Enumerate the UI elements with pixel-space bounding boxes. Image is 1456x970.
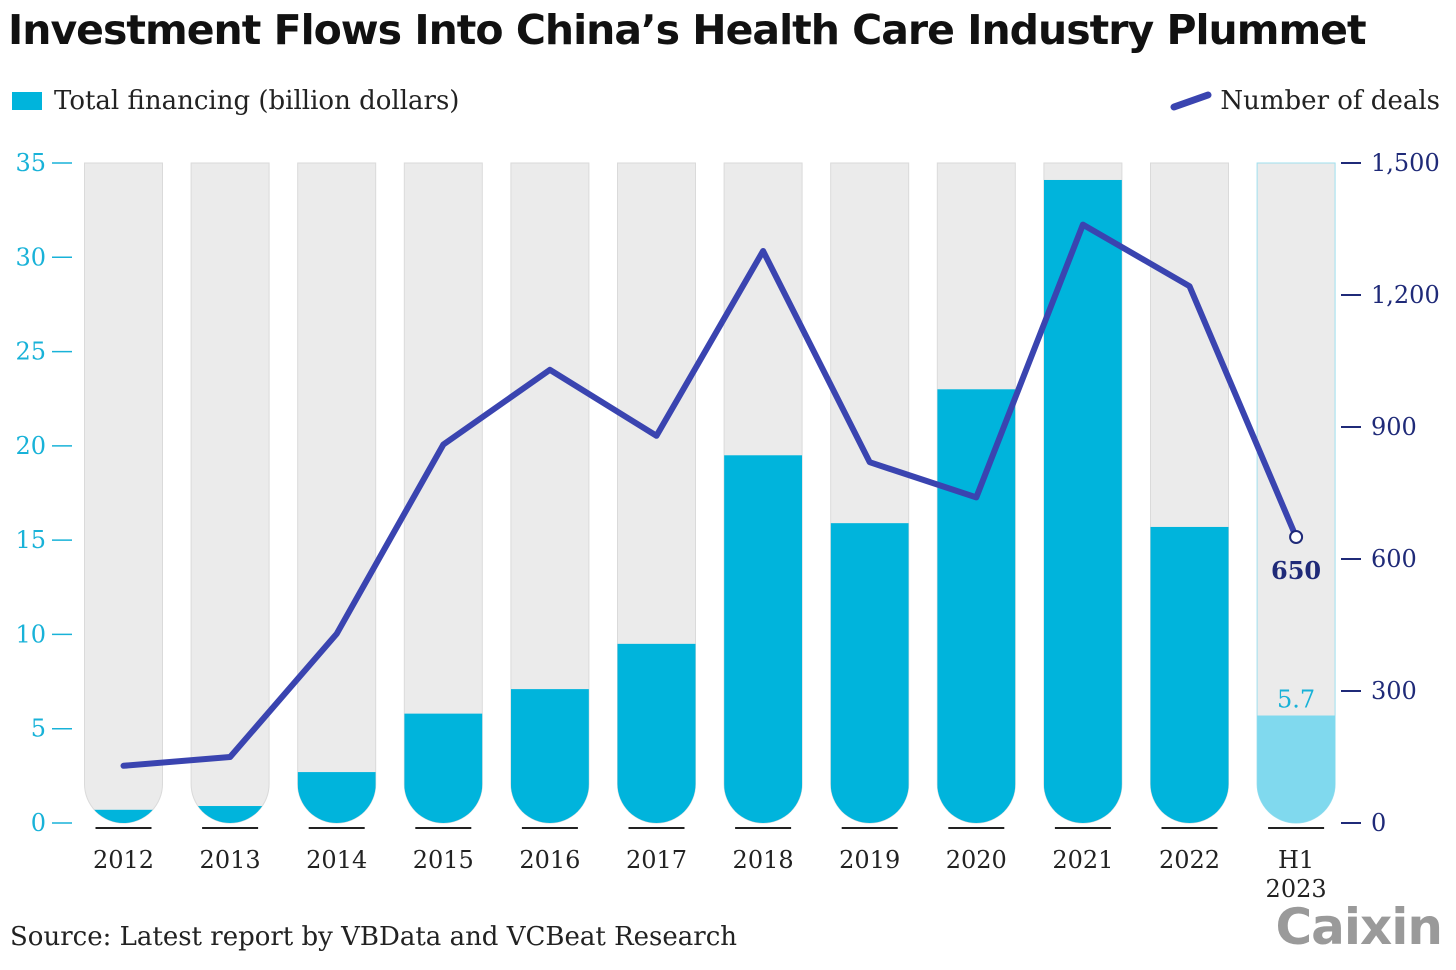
legend-bar-label: Total financing (billion dollars) — [54, 86, 460, 116]
x-tick-label: 2017 — [626, 846, 687, 874]
left-axis-label: 15 — [15, 526, 46, 554]
deals-last-point — [1289, 530, 1304, 544]
x-tick-label: H1 2023 — [1266, 846, 1327, 903]
financing-bar — [510, 689, 589, 823]
financing-bar — [830, 523, 909, 823]
right-axis-label: 1,500 — [1371, 149, 1440, 177]
left-axis-label: 0 — [31, 809, 46, 837]
caixin-logo: Caixin — [1275, 898, 1443, 956]
x-tick-label: 2013 — [200, 846, 261, 874]
left-axis-label: 25 — [15, 338, 46, 366]
x-tick-label: 2020 — [946, 846, 1007, 874]
financing-bar — [617, 643, 696, 823]
legend-line-label: Number of deals — [1220, 86, 1440, 116]
right-axis-label: 0 — [1371, 809, 1386, 837]
financing-bar — [1150, 526, 1229, 823]
financing-bar — [1043, 179, 1122, 823]
x-tick-label: 2019 — [839, 846, 900, 874]
financing-last-label: 5.7 — [1277, 686, 1315, 714]
x-tick-label: 2022 — [1159, 846, 1220, 874]
legend-bar-swatch — [12, 92, 42, 110]
bar-track — [297, 162, 377, 824]
chart-title: Investment Flows Into China’s Health Car… — [8, 6, 1367, 54]
bar-track — [84, 162, 163, 824]
financing-bar — [1257, 715, 1336, 823]
legend-line-swatch — [1170, 91, 1212, 111]
left-axis-label: 35 — [15, 149, 46, 177]
x-tick-label: 2012 — [93, 846, 154, 874]
x-tick-label: 2016 — [519, 846, 580, 874]
right-axis-label: 1,200 — [1371, 281, 1440, 309]
x-tick-label: 2015 — [413, 846, 474, 874]
financing-bar — [191, 806, 270, 823]
deals-last-label: 650 — [1271, 556, 1321, 585]
financing-bar — [937, 389, 1016, 823]
right-axis-label: 600 — [1371, 545, 1417, 573]
right-axis-label: 900 — [1371, 413, 1417, 441]
left-axis-label: 5 — [31, 715, 46, 743]
x-tick-label: 2021 — [1052, 846, 1113, 874]
x-tick-label: 2018 — [733, 846, 794, 874]
deals-line — [120, 221, 1300, 769]
legend-line: Number of deals — [1170, 84, 1440, 118]
x-tick-label: 2014 — [306, 846, 367, 874]
financing-bar — [404, 713, 483, 823]
left-axis-label: 30 — [15, 243, 46, 271]
left-axis-label: 10 — [15, 620, 46, 648]
left-axis-label: 20 — [15, 432, 46, 460]
financing-bar — [297, 772, 376, 823]
financing-bar — [84, 809, 163, 823]
financing-bar — [724, 455, 803, 823]
source-note: Source: Latest report by VBData and VCBe… — [10, 922, 738, 952]
right-axis-label: 300 — [1371, 677, 1417, 705]
legend-bars: Total financing (billion dollars) — [12, 84, 459, 118]
